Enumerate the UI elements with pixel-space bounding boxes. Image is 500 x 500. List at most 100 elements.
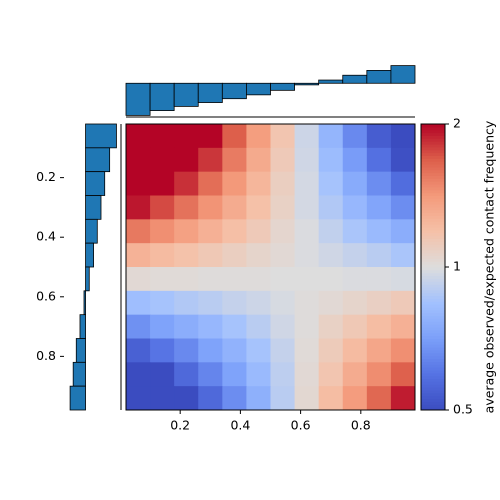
heatmap-cell	[174, 195, 199, 220]
heatmap-cell	[318, 290, 344, 316]
heatmap-cell	[198, 338, 223, 363]
heatmap-cell	[246, 147, 271, 173]
heatmap-cell	[270, 124, 296, 149]
colorbar-segment	[421, 401, 445, 405]
colorbar-segment	[421, 164, 445, 168]
colorbar-segment	[421, 298, 445, 302]
heatmap-cell	[390, 171, 416, 196]
heatmap-cell	[246, 171, 271, 196]
colorbar-segment	[421, 349, 445, 354]
left-marginal-bar	[75, 338, 86, 363]
left-marginal-bar	[85, 242, 94, 268]
colorbar-segment	[421, 375, 445, 380]
colorbar-label: average observed/expected contact freque…	[482, 120, 497, 413]
colorbar-segment	[421, 235, 445, 239]
colorbar-segment	[421, 352, 445, 357]
colorbar-segment	[421, 221, 445, 225]
heatmap-cell	[174, 386, 199, 411]
colorbar-segment	[421, 335, 445, 339]
colorbar-segment	[421, 392, 445, 397]
heatmap-cell	[294, 171, 320, 196]
heatmap-cell	[198, 362, 223, 387]
colorbar-segment	[421, 404, 445, 408]
colorbar-segment	[421, 152, 445, 156]
left-marginal-bar	[85, 218, 98, 244]
heatmap-cell	[342, 338, 368, 363]
colorbar-segment	[421, 344, 445, 348]
heatmap-cell	[270, 195, 296, 220]
heatmap-cell	[342, 243, 368, 268]
colorbar-segment	[421, 144, 445, 148]
top-marginal-bar	[318, 79, 344, 84]
colorbar-segment	[421, 189, 445, 194]
colorbar-segment	[421, 384, 445, 388]
colorbar-segment	[421, 181, 445, 185]
heatmap-cell	[198, 386, 223, 411]
heatmap-cell	[318, 147, 344, 173]
heatmap-cell	[126, 338, 151, 363]
colorbar-segment	[421, 329, 445, 334]
heatmap-cell	[390, 267, 416, 292]
colorbar-segment	[421, 212, 445, 217]
colorbar-segment	[421, 198, 445, 202]
heatmap-cell	[174, 267, 199, 292]
colorbar-segment	[421, 269, 445, 274]
heatmap-cell	[126, 243, 151, 268]
colorbar-segment	[421, 244, 445, 248]
heatmap-cell	[174, 314, 199, 339]
heatmap-cell	[126, 219, 151, 244]
colorbar-segment	[421, 178, 445, 182]
colorbar-segment	[421, 224, 445, 228]
heatmap-cell	[246, 124, 271, 149]
heatmap-cell	[390, 147, 416, 173]
top-marginal-bar	[294, 82, 320, 86]
colorbar-segment	[421, 195, 445, 199]
top-marginal-bar	[173, 82, 199, 107]
heatmap-cell	[318, 386, 344, 411]
heatmap-cell	[150, 338, 175, 363]
top-marginal-bar	[125, 82, 151, 116]
heatmap-cell	[126, 290, 151, 316]
y-tick-label: 0.8	[36, 348, 56, 363]
colorbar-segment	[421, 378, 445, 382]
colorbar-segment	[421, 281, 445, 285]
colorbar-segment	[421, 267, 445, 271]
heatmap-cell	[318, 219, 344, 244]
heatmap-cell	[270, 243, 296, 268]
heatmap-cell	[150, 124, 175, 149]
heatmap-cell	[222, 147, 247, 173]
heatmap-cell	[270, 362, 296, 387]
colorbar-segment	[421, 169, 445, 174]
colorbar-segment	[421, 358, 445, 362]
heatmap-cell	[246, 243, 271, 268]
colorbar-segment	[421, 309, 445, 314]
colorbar-tick-label: 0.5	[453, 402, 473, 417]
heatmap-cell	[366, 314, 392, 339]
heatmap-cell	[198, 267, 223, 292]
heatmap-cell	[126, 386, 151, 411]
colorbar-segment	[421, 361, 445, 365]
heatmap-cell	[390, 219, 416, 244]
heatmap-cell	[366, 290, 392, 316]
heatmap-cell	[150, 195, 175, 220]
heatmap-cell	[294, 124, 320, 149]
heatmap-cell	[294, 267, 320, 292]
colorbar-segment	[421, 238, 445, 242]
colorbar-segment	[421, 172, 445, 176]
heatmap-cell	[174, 362, 199, 387]
colorbar-segment	[421, 249, 445, 254]
heatmap-cell	[222, 195, 247, 220]
heatmap-cell	[294, 290, 320, 316]
colorbar-segment	[421, 355, 445, 360]
heatmap-cell	[198, 147, 223, 173]
colorbar-segment	[421, 341, 445, 345]
colorbar-segment	[421, 255, 445, 259]
colorbar-segment	[421, 347, 445, 351]
left-marginal-bar	[85, 171, 106, 196]
heatmap-cell	[390, 124, 416, 149]
heatmap-cell	[222, 243, 247, 268]
colorbar-segment	[421, 292, 445, 297]
colorbar-segment	[421, 252, 445, 257]
heatmap-cell	[270, 338, 296, 363]
